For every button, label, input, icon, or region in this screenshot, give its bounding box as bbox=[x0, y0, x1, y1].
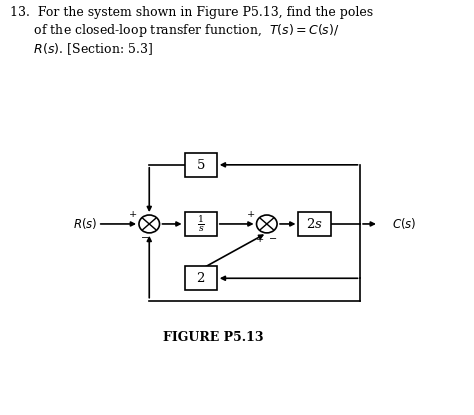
Text: −: − bbox=[141, 234, 149, 244]
Text: $2s$: $2s$ bbox=[306, 217, 323, 231]
Text: −: − bbox=[269, 235, 277, 244]
Bar bbox=[184, 266, 217, 290]
Circle shape bbox=[139, 215, 160, 233]
Bar bbox=[299, 212, 331, 236]
Bar bbox=[184, 153, 217, 177]
Bar bbox=[184, 212, 217, 236]
Text: $\frac{1}{s}$: $\frac{1}{s}$ bbox=[197, 214, 205, 234]
Text: $2$: $2$ bbox=[196, 271, 205, 285]
Text: +: + bbox=[129, 210, 137, 220]
Text: $5$: $5$ bbox=[196, 158, 205, 172]
Text: +: + bbox=[246, 210, 255, 220]
Circle shape bbox=[256, 215, 277, 233]
Text: +: + bbox=[255, 235, 264, 244]
Text: 13.  For the system shown in Figure P5.13, find the poles
      of the closed-lo: 13. For the system shown in Figure P5.13… bbox=[10, 6, 374, 57]
Text: $C(s)$: $C(s)$ bbox=[392, 217, 416, 232]
Text: $R(s)$: $R(s)$ bbox=[73, 217, 97, 232]
Text: FIGURE P5.13: FIGURE P5.13 bbox=[163, 331, 264, 344]
